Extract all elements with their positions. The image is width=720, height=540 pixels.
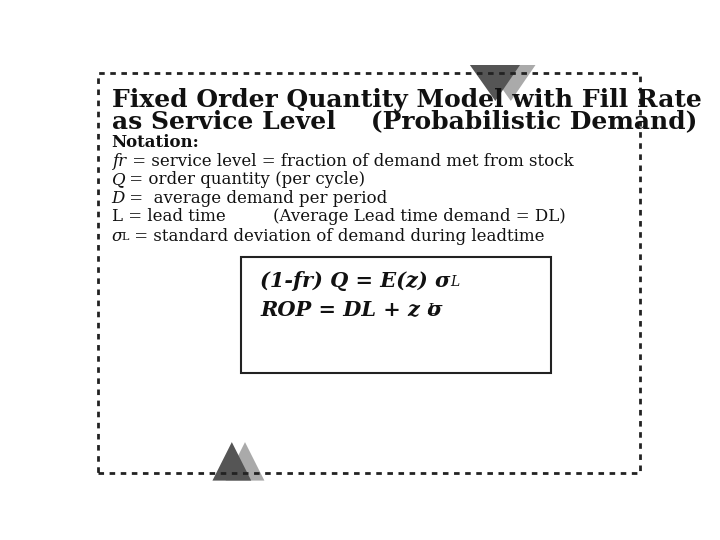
Polygon shape: [225, 442, 264, 481]
Text: L: L: [121, 232, 128, 242]
Text: σ: σ: [112, 228, 123, 245]
Text: = order quantity (per cycle): = order quantity (per cycle): [124, 171, 365, 188]
Text: as Service Level    (Probabilistic Demand): as Service Level (Probabilistic Demand): [112, 110, 697, 133]
Polygon shape: [212, 442, 251, 481]
Polygon shape: [469, 65, 520, 101]
Text: L: L: [451, 275, 459, 289]
Text: L: L: [427, 303, 436, 317]
Text: L = lead time         (Average Lead time demand = DL): L = lead time (Average Lead time demand …: [112, 208, 565, 225]
Text: Notation:: Notation:: [112, 134, 199, 151]
Text: ROP = DL + z σ: ROP = DL + z σ: [261, 299, 443, 319]
Polygon shape: [485, 65, 536, 101]
Text: = standard deviation of demand during leadtime: = standard deviation of demand during le…: [129, 228, 544, 245]
Text: =  average demand per period: = average demand per period: [124, 190, 387, 206]
Text: = service level = fraction of demand met from stock: = service level = fraction of demand met…: [127, 153, 574, 170]
Text: (1-fr) Q = E(z) σ: (1-fr) Q = E(z) σ: [261, 271, 451, 291]
Text: fr: fr: [112, 153, 126, 170]
Text: D: D: [112, 190, 125, 206]
Text: Fixed Order Quantity Model with Fill Rate: Fixed Order Quantity Model with Fill Rat…: [112, 88, 701, 112]
FancyBboxPatch shape: [241, 257, 551, 373]
Text: Q: Q: [112, 171, 125, 188]
